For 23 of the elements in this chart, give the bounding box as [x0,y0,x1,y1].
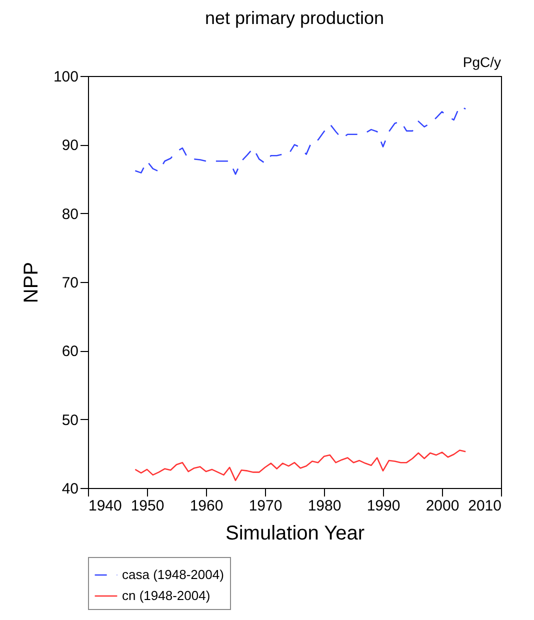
legend-label: cn (1948-2004) [122,588,210,603]
x-tick-label: 1970 [248,498,282,514]
x-tick-label: 1960 [190,498,224,514]
text: PgC/y [462,54,501,70]
y-tick-label: 80 [62,206,78,223]
chart-title: net primary production [204,8,384,28]
x-tick-label: 1950 [130,498,164,514]
y-tick-label: 50 [62,412,78,429]
y-tick-label: 100 [53,68,78,86]
y-tick-label: 70 [62,274,78,292]
y-tick-label: 40 [62,480,78,498]
legend-label: casa (1948-2004) [122,567,224,582]
y-axis-title: NPP [20,262,42,304]
line-series [134,106,466,175]
x-tick-label: 2010 [468,498,502,514]
x-axis-title: Simulation Year [226,522,365,544]
y-tick-label: 60 [62,343,78,360]
y-tick-label: 90 [62,137,78,154]
x-tick-label: 1940 [88,498,122,514]
x-tick-label: 1990 [366,498,400,514]
line-series [134,450,466,482]
x-tick-label: 1980 [308,498,342,514]
x-tick-label: 2000 [426,498,460,514]
